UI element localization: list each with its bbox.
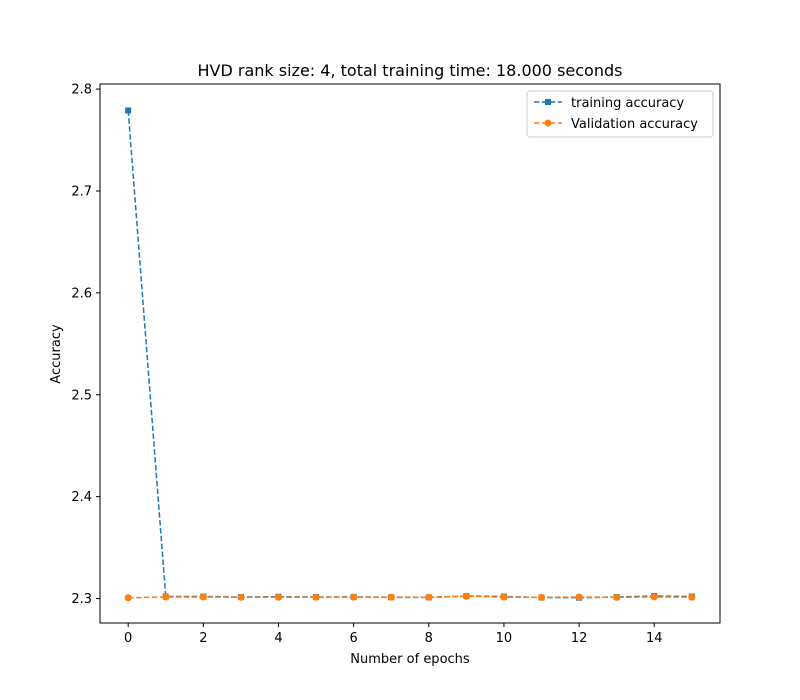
x-tick-label: 12	[571, 631, 588, 646]
legend-label-validation: Validation accuracy	[571, 117, 698, 132]
x-tick-label: 10	[496, 631, 513, 646]
data-point-validation	[538, 593, 546, 601]
data-point-validation	[350, 593, 358, 601]
y-tick-label: 2.3	[71, 592, 92, 607]
data-point-validation	[688, 593, 696, 601]
legend-marker-training	[545, 99, 551, 105]
x-tick-label: 4	[274, 631, 282, 646]
y-tick-label: 2.6	[71, 286, 92, 301]
x-tick-label: 0	[124, 631, 132, 646]
data-point-validation	[387, 593, 395, 601]
y-axis: 2.3 2.4 2.5 2.6 2.7 2.8	[71, 83, 100, 607]
data-point-validation	[199, 593, 207, 601]
data-point-validation	[462, 592, 470, 600]
x-tick-label: 8	[425, 631, 433, 646]
data-point-validation	[500, 593, 508, 601]
x-axis-label: Number of epochs	[350, 652, 470, 667]
data-point-training	[125, 107, 132, 114]
y-tick-label: 2.7	[71, 184, 92, 199]
axes-frame	[99, 83, 721, 624]
legend-label-training: training accuracy	[571, 96, 684, 111]
x-tick-label: 6	[349, 631, 357, 646]
series-line-validation	[128, 595, 692, 599]
plot-area	[124, 107, 696, 602]
data-point-validation	[613, 593, 621, 601]
y-tick-label: 2.4	[71, 490, 92, 505]
data-point-validation	[575, 593, 583, 601]
y-axis-label: Accuracy	[49, 324, 64, 384]
data-point-validation	[425, 593, 433, 601]
legend-frame	[526, 90, 714, 138]
data-point-validation	[124, 594, 132, 602]
legend-marker-validation	[544, 119, 552, 127]
y-tick-label: 2.8	[71, 83, 92, 98]
data-point-validation	[162, 593, 170, 601]
data-point-validation	[312, 593, 320, 601]
data-point-validation	[274, 593, 282, 601]
chart-title: HVD rank size: 4, total training time: 1…	[198, 61, 623, 80]
x-axis: 0 2 4 6 8 10 12 14	[124, 623, 663, 646]
legend: training accuracy Validation accuracy	[526, 90, 714, 138]
x-tick-label: 14	[646, 631, 663, 646]
x-tick-label: 2	[199, 631, 207, 646]
data-point-validation	[237, 593, 245, 601]
y-tick-label: 2.5	[71, 388, 92, 403]
data-point-validation	[650, 593, 658, 601]
